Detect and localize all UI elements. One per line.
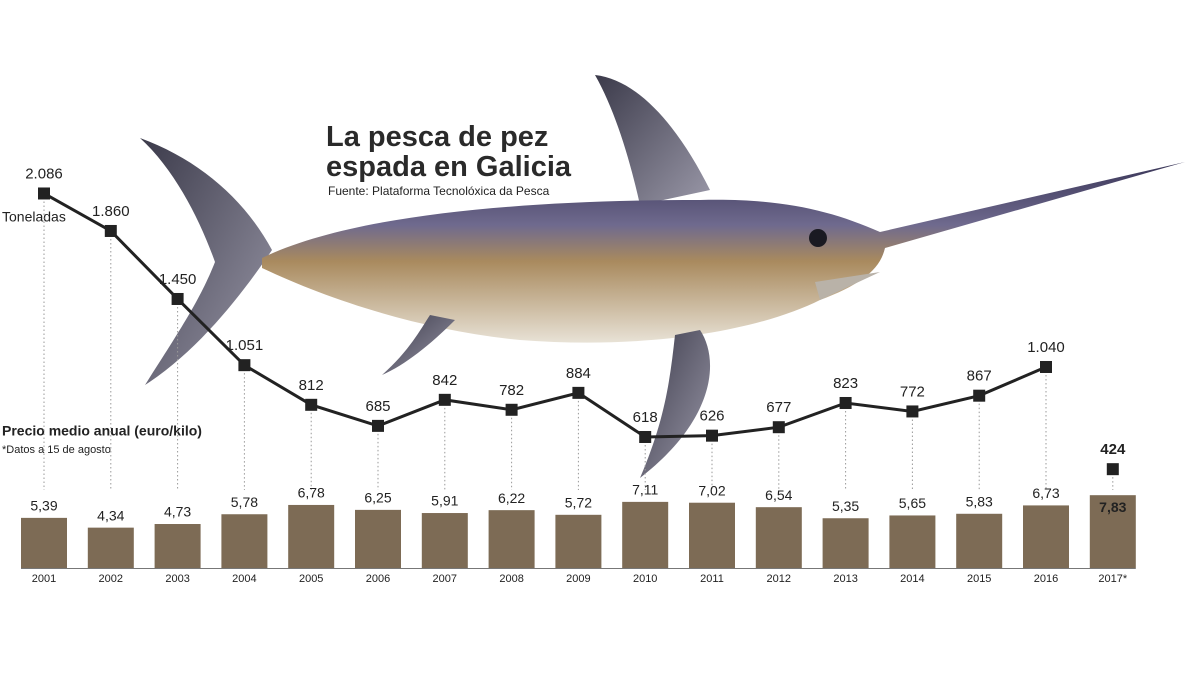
title: La pesca de pez espada en Galicia [326, 121, 572, 183]
point [372, 419, 384, 432]
bar [689, 502, 735, 568]
point [38, 187, 50, 200]
value-label: 7,11 [632, 482, 658, 498]
bar [555, 514, 602, 568]
value-label: 1.860 [92, 203, 130, 220]
swordfish [140, 75, 1185, 478]
point [1040, 360, 1052, 373]
bar [1089, 495, 1136, 568]
bar [956, 513, 1003, 568]
x-tick-label: 2010 [633, 573, 657, 585]
bar [221, 514, 268, 568]
value-label: 867 [967, 368, 992, 385]
point [505, 403, 518, 416]
bar [421, 513, 468, 568]
value-label: 5,35 [832, 498, 859, 514]
bar [154, 524, 201, 568]
value-label: 5,83 [966, 493, 993, 509]
x-tick-label: 2012 [767, 573, 791, 585]
note: *Datos a 15 de agosto [2, 444, 111, 456]
bar [1023, 505, 1069, 568]
value-label: 2.086 [25, 165, 63, 182]
value-label: 5,39 [30, 498, 57, 514]
value-label: 812 [299, 377, 324, 394]
value-label: 424 [1100, 441, 1126, 458]
value-label: 782 [499, 382, 524, 399]
bar [755, 507, 802, 568]
value-label: 6,78 [298, 485, 325, 501]
value-label: 7,83 [1099, 499, 1126, 515]
x-tick-label: 2002 [99, 573, 123, 585]
x-tick-label: 2003 [165, 573, 189, 585]
value-label: 677 [766, 399, 791, 416]
point [639, 430, 652, 443]
value-label: 4,73 [164, 504, 191, 520]
value-label: 626 [699, 408, 724, 425]
value-label: 823 [833, 375, 858, 392]
bar [822, 518, 869, 568]
value-label: 5,91 [431, 493, 458, 509]
x-tick-label: 2016 [1034, 573, 1058, 585]
source: Fuente: Plataforma Tecnolóxica da Pesca [328, 184, 550, 198]
point [906, 405, 919, 418]
x-tick-label: 2004 [232, 573, 256, 585]
value-label: 5,65 [899, 495, 926, 511]
line-legend: Toneladas [2, 209, 66, 225]
point [238, 359, 251, 372]
value-label: 1.450 [159, 271, 197, 288]
x-tick-label: 2015 [967, 573, 991, 585]
bar [355, 509, 401, 568]
point [839, 396, 852, 409]
point [104, 224, 117, 237]
value-label: 5,72 [565, 495, 592, 511]
x-tick-label: 2001 [32, 573, 56, 585]
value-label: 7,02 [698, 482, 725, 498]
x-tick-label: 2017* [1098, 573, 1127, 585]
bar-title: Precio medio anual (euro/kilo) [2, 423, 202, 439]
point [171, 292, 184, 305]
point [305, 398, 318, 411]
x-tick-label: 2007 [433, 573, 457, 585]
value-label: 685 [365, 398, 390, 415]
value-label: 6,54 [765, 487, 792, 503]
value-label: 842 [432, 372, 457, 389]
bar [288, 504, 335, 568]
bar [87, 527, 134, 568]
point [772, 421, 785, 434]
line [43, 192, 1047, 439]
x-tick-label: 2009 [566, 573, 590, 585]
point [1106, 463, 1119, 476]
point [706, 429, 718, 442]
bar [488, 510, 535, 568]
value-label: 6,73 [1032, 485, 1059, 501]
value-label: 6,25 [364, 490, 391, 506]
x-tick-label: 2005 [299, 573, 323, 585]
bar [622, 501, 669, 568]
value-label: 1.051 [226, 337, 264, 354]
point [973, 389, 986, 402]
value-label: 6,22 [498, 490, 525, 506]
x-tick-label: 2014 [900, 573, 924, 585]
x-tick-label: 2011 [700, 573, 724, 585]
x-tick-label: 2008 [499, 573, 523, 585]
bar [889, 515, 936, 568]
value-label: 5,78 [231, 494, 258, 510]
point [572, 386, 585, 399]
x-tick-label: 2013 [833, 573, 857, 585]
value-label: 1.040 [1027, 339, 1065, 356]
bar [21, 517, 67, 568]
value-label: 4,34 [97, 507, 124, 523]
value-label: 618 [633, 409, 658, 426]
value-label: 772 [900, 383, 925, 400]
point [438, 393, 451, 406]
value-label: 884 [566, 365, 591, 382]
x-tick-label: 2006 [366, 573, 390, 585]
